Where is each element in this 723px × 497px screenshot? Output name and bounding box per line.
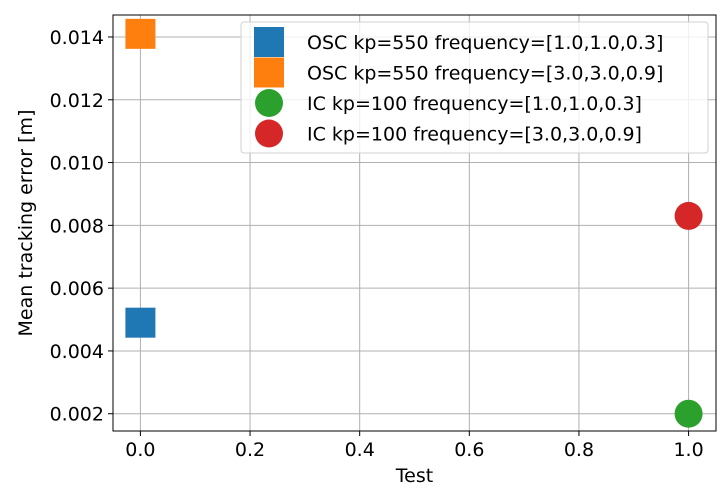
legend-label: IC kp=100 frequency=[3.0,3.0,0.9] xyxy=(307,124,642,146)
x-axis-label: Test xyxy=(395,465,433,487)
plot-frame xyxy=(112,14,717,432)
x-tick-label: 0.2 xyxy=(235,439,265,461)
x-tick-label: 0.0 xyxy=(125,439,155,461)
legend-marker xyxy=(255,119,283,148)
y-tick-label: 0.012 xyxy=(50,90,104,112)
y-tick-label: 0.014 xyxy=(50,27,104,49)
y-tick-label: 0.002 xyxy=(50,404,104,426)
x-tick-label: 0.8 xyxy=(564,439,594,461)
legend-label: OSC kp=550 frequency=[3.0,3.0,0.9] xyxy=(307,63,663,85)
y-tick-label: 0.010 xyxy=(50,153,104,175)
x-tick-label: 0.4 xyxy=(345,439,375,461)
legend-box xyxy=(240,21,709,154)
data-point xyxy=(125,18,156,49)
legend-marker xyxy=(254,27,284,57)
legend-label: OSC kp=550 frequency=[1.0,1.0,0.3] xyxy=(307,32,663,54)
data-point xyxy=(674,201,703,230)
x-axis: 0.0 0.2 0.4 0.6 0.8 1.0 xyxy=(125,431,704,461)
data-marks xyxy=(125,18,703,428)
x-tick-label: 0.6 xyxy=(454,439,484,461)
data-point xyxy=(674,399,703,428)
y-tick-label: 0.006 xyxy=(50,278,104,300)
y-axis-label: Mean tracking error [m] xyxy=(15,110,37,337)
x-tick-label: 1.0 xyxy=(673,439,703,461)
data-point xyxy=(125,307,156,338)
y-tick-label: 0.008 xyxy=(50,215,104,237)
legend-marker xyxy=(255,89,283,117)
legend: OSC kp=550 frequency=[1.0,1.0,0.3] OSC kp… xyxy=(240,21,709,154)
legend-marker xyxy=(254,57,284,88)
y-tick-label: 0.004 xyxy=(50,341,104,363)
y-axis: 0.002 0.004 0.006 0.008 0.010 0.012 0.014 xyxy=(50,27,113,426)
legend-label: IC kp=100 frequency=[1.0,1.0,0.3] xyxy=(307,93,642,115)
